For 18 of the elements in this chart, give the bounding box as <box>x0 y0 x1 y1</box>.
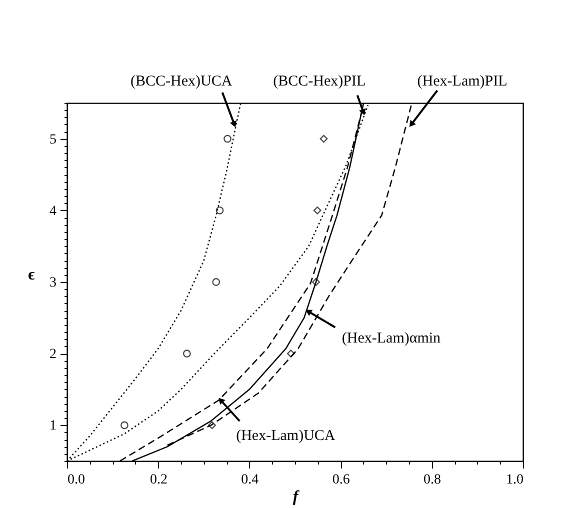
x-tick-label: 0.4 <box>241 472 259 488</box>
y-tick-label: 4 <box>50 204 56 219</box>
annotation: (BCC-Hex)PIL <box>273 73 366 90</box>
x-tick-label: 0.8 <box>424 472 442 488</box>
x-tick-label: 0.0 <box>68 472 85 488</box>
annotation: (Hex-Lam)αmin <box>342 330 442 346</box>
y-tick-label: 1 <box>50 418 56 434</box>
x-axis-title: f <box>292 488 300 506</box>
x-tick-label: 0.2 <box>150 472 168 488</box>
y-axis-title: ϵ <box>28 266 36 284</box>
x-tick-label: 1.0 <box>506 472 524 488</box>
y-tick-label: 3 <box>50 276 56 290</box>
y-tick-label: 2 <box>50 347 56 362</box>
annotation: (Hex-Lam)PIL <box>417 73 508 90</box>
annotation: (Hex-Lam)UCA <box>236 428 336 444</box>
y-tick-label: 5 <box>50 132 56 148</box>
x-tick-label: 0.6 <box>332 472 350 488</box>
annotation: (BCC-Hex)UCA <box>130 73 232 90</box>
